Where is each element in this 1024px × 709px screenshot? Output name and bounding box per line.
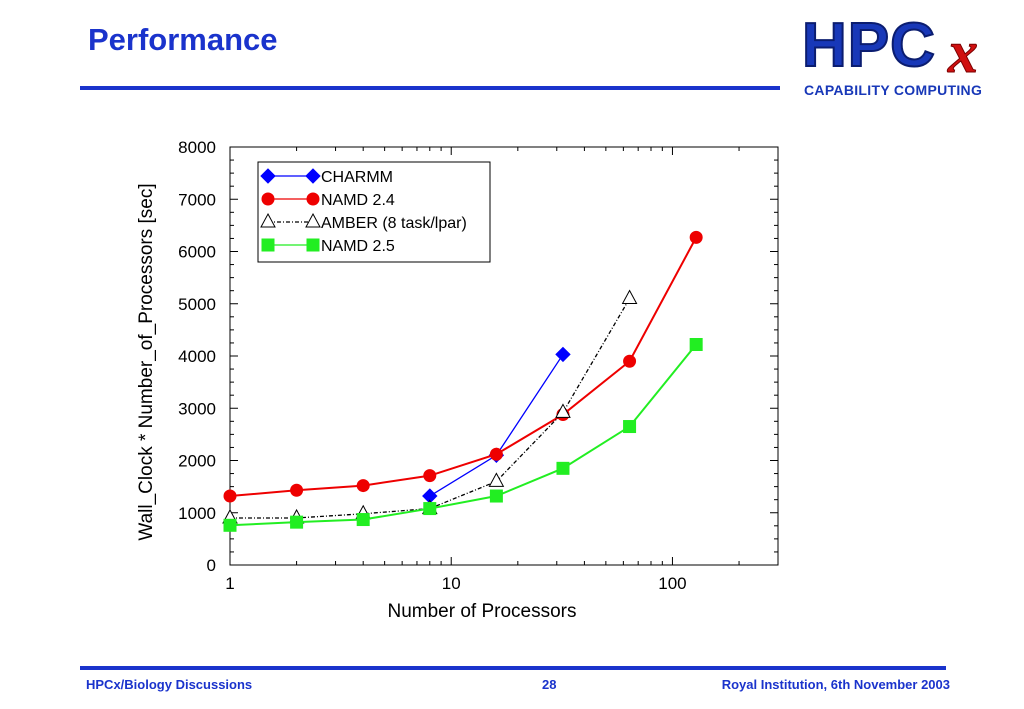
data-point: [290, 515, 304, 529]
data-point: [260, 212, 276, 228]
legend-item: NAMD 2.5: [261, 238, 395, 255]
title-divider: [80, 86, 780, 90]
data-point: [356, 479, 370, 493]
legend-item: NAMD 2.4: [261, 192, 395, 209]
legend-item: AMBER (8 task/lpar): [260, 212, 467, 232]
series-namd-2-5: [223, 338, 703, 532]
data-point: [306, 238, 320, 252]
y-tick-label: 7000: [178, 190, 216, 209]
data-point: [260, 168, 276, 184]
series-line: [229, 343, 697, 527]
data-point: [290, 483, 304, 497]
footer-page-number: 28: [542, 677, 557, 692]
data-point: [555, 403, 571, 418]
data-point: [621, 289, 638, 305]
data-point: [306, 192, 320, 206]
chart-legend: CHARMM NAMD 2.4 AMBER (8 task/lpar) NAMD 2.…: [257, 161, 491, 263]
y-tick-label: 2000: [178, 452, 216, 471]
y-axis-label: Wall_Clock * Number_of_Processors [sec]: [136, 183, 157, 540]
x-tick-label: 10: [442, 574, 461, 593]
data-point: [623, 420, 637, 434]
logo-x-glyph: x: [948, 19, 979, 86]
chart-axes: 0 1000 2000 3000 4000 5000 6000 7000 8000 1 10 100 N…: [136, 138, 779, 622]
series-namd-2-4: [223, 230, 703, 503]
data-point: [261, 238, 275, 252]
data-point: [223, 489, 237, 503]
y-tick-label: 3000: [178, 399, 216, 418]
data-point: [261, 192, 275, 206]
x-tick-label: 100: [658, 574, 686, 593]
y-tick-label: 1000: [178, 504, 216, 523]
data-point: [689, 230, 703, 244]
series-line: [229, 236, 698, 498]
footer-course: HPCx/Biology Discussions: [86, 677, 253, 692]
legend-label: AMBER (8 task/lpar): [321, 215, 467, 232]
y-tick-label: 6000: [178, 243, 216, 262]
data-point: [489, 447, 503, 461]
data-point: [555, 346, 571, 363]
legend-label: CHARMM: [321, 169, 393, 186]
data-point: [489, 489, 503, 503]
hpcx-logo: HPC x CAPABILITY COMPUTING: [800, 10, 1010, 102]
data-point: [623, 354, 637, 368]
data-point: [423, 502, 437, 516]
y-tick-label: 4000: [178, 347, 216, 366]
data-point: [305, 212, 321, 228]
y-tick-label: 0: [207, 556, 216, 575]
data-point: [689, 338, 703, 352]
legend-label: NAMD 2.5: [321, 238, 395, 255]
x-tick-label: 1: [225, 574, 234, 593]
data-point: [423, 469, 437, 483]
chart-series: [222, 230, 703, 532]
x-axis-label: Number of Processors: [387, 601, 576, 622]
data-point: [305, 168, 321, 184]
footer-divider: [80, 666, 946, 670]
series-amber-8-task-lpar: [222, 289, 638, 524]
page-title: Performance: [88, 22, 278, 57]
data-point: [488, 472, 505, 487]
footer-venue-date: Royal Institution, 6th November 2003: [721, 677, 950, 692]
legend-label: NAMD 2.4: [321, 192, 395, 209]
data-point: [356, 513, 370, 527]
logo-main-text: HPC: [801, 10, 936, 81]
logo-subtitle: CAPABILITY COMPUTING: [804, 82, 983, 98]
data-point: [223, 518, 237, 532]
y-tick-label: 8000: [178, 138, 216, 157]
legend-item: CHARMM: [260, 168, 393, 186]
data-point: [556, 461, 570, 475]
y-tick-label: 5000: [178, 295, 216, 314]
